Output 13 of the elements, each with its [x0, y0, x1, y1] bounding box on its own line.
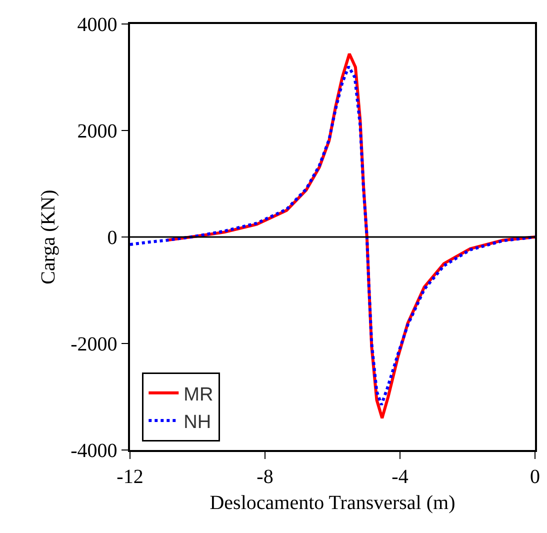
x-tick-label: -8	[256, 466, 274, 488]
y-axis-title: Carga (KN)	[38, 190, 60, 284]
x-tick-label: -12	[116, 466, 144, 488]
x-tick-label: 0	[530, 466, 540, 488]
y-tick-label: -4000	[70, 440, 118, 462]
y-tick-label: 0	[107, 227, 118, 249]
y-tick-label: 4000	[77, 14, 118, 36]
x-tick-label: -4	[392, 466, 408, 488]
legend-label: MR	[184, 384, 214, 406]
x-axis-title: Deslocamento Transversal (m)	[210, 492, 456, 514]
legend-label: NH	[184, 412, 212, 433]
y-tick-label: -2000	[70, 334, 118, 356]
y-tick-label: 2000	[77, 120, 118, 142]
